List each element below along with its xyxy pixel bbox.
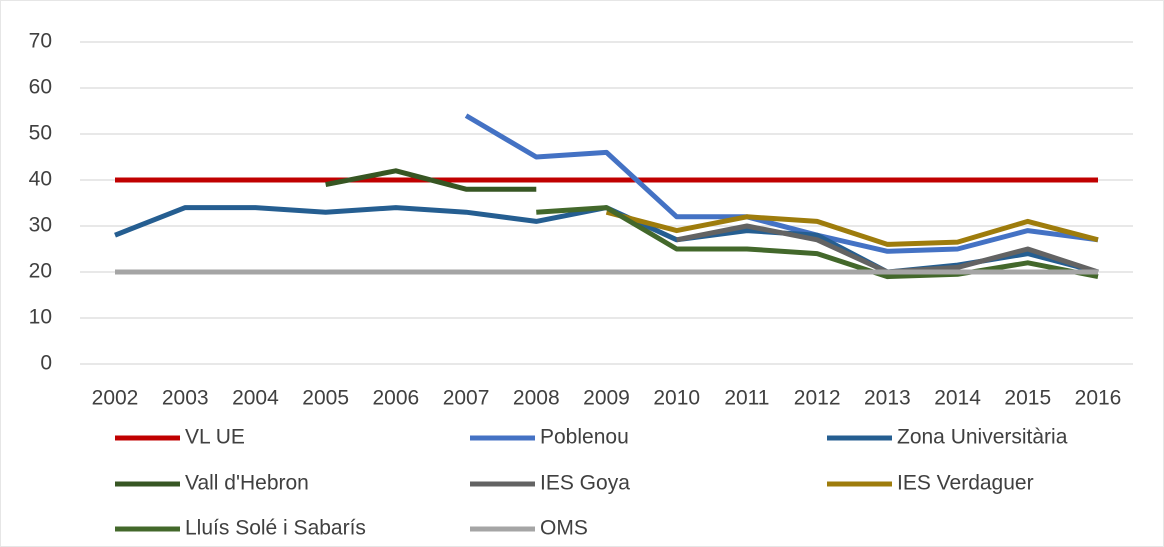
x-tick-label: 2010 [653, 387, 700, 410]
y-tick-label: 20 [29, 260, 52, 283]
x-tick-label: 2005 [302, 387, 349, 410]
x-tick-label: 2006 [372, 387, 419, 410]
x-tick-label: 2003 [162, 387, 209, 410]
y-tick-label: 30 [29, 214, 52, 237]
legend-label: Poblenou [540, 426, 629, 449]
series-line [464, 113, 1099, 254]
x-tick-label: 2016 [1075, 387, 1122, 410]
y-tick-label: 60 [29, 76, 52, 99]
y-tick-label: 10 [29, 306, 52, 329]
x-tick-label: 2011 [724, 387, 769, 410]
x-tick-label: 2013 [864, 387, 911, 410]
series-line [605, 209, 1099, 247]
y-tick-label: 70 [29, 30, 52, 53]
legend-label: Lluís Solé i Sabarís [185, 517, 366, 540]
legend-label: IES Goya [540, 472, 630, 495]
x-tick-label: 2004 [232, 387, 279, 410]
y-tick-label: 0 [40, 352, 52, 375]
x-tick-label: 2012 [794, 387, 841, 410]
legend-label: Vall d'Hebron [185, 472, 309, 495]
x-tick-label: 2008 [513, 387, 560, 410]
legend-label: VL UE [185, 426, 245, 449]
y-tick-label: 40 [29, 168, 52, 191]
series-line [325, 168, 537, 192]
legend-label: OMS [540, 517, 588, 540]
x-tick-label: 2014 [934, 387, 981, 410]
legend-label: IES Verdaguer [897, 472, 1034, 495]
series-line [536, 205, 1099, 280]
x-tick-label: 2015 [1004, 387, 1051, 410]
y-tick-label: 50 [29, 122, 52, 145]
x-tick-label: 2002 [92, 387, 139, 410]
legend-label: Zona Universitària [897, 426, 1068, 449]
x-tick-label: 2009 [583, 387, 630, 410]
x-tick-label: 2007 [443, 387, 490, 410]
